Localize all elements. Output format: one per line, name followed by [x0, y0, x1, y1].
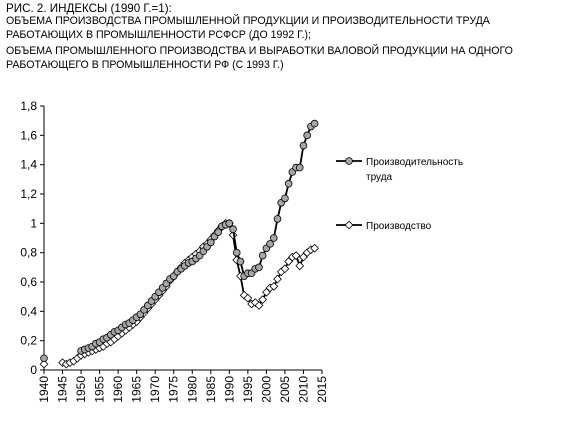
productivity-point [299, 141, 308, 150]
y-tick-label: 1,8 [20, 99, 37, 113]
x-tick-label: 1945 [56, 376, 70, 403]
x-tick-label: 1985 [204, 376, 218, 403]
productivity-point [207, 238, 215, 247]
productivity-point [284, 179, 293, 188]
chart-series [39, 119, 319, 369]
x-tick-label: 1950 [74, 376, 88, 403]
productivity-point [281, 194, 289, 203]
y-tick-label: 0,2 [20, 334, 37, 348]
production-point [243, 293, 253, 303]
y-tick-label: 0,8 [20, 246, 37, 260]
production-point [291, 251, 301, 260]
productivity-point [310, 119, 319, 128]
production-point [228, 230, 238, 240]
x-tick-label: 1980 [185, 376, 199, 403]
production-point [280, 264, 290, 274]
x-tick-label: 1975 [167, 376, 181, 403]
production-point [273, 274, 282, 284]
productivity-point [229, 225, 237, 234]
legend-production-marker [344, 220, 354, 230]
chart-caption: РИС. 2. ИНДЕКСЫ (1990 Г.=1): ОБЪЕМА ПРОИ… [6, 2, 566, 72]
x-tick-label: 2005 [278, 376, 292, 403]
production-point [39, 359, 49, 369]
legend-productivity-marker [345, 157, 353, 165]
production-point [254, 301, 264, 310]
y-tick-label: 1,2 [20, 187, 37, 201]
production-point [310, 243, 319, 253]
legend-productivity-label: Производительность [366, 157, 463, 168]
legend-productivity-label-cont: труда [366, 172, 393, 183]
y-tick-label: 1,6 [20, 128, 37, 142]
x-tick-label: 2015 [315, 376, 329, 403]
production-point [258, 295, 268, 304]
y-tick-label: 1,4 [20, 158, 37, 172]
productivity-point [303, 131, 311, 140]
productivity-line [80, 122, 316, 352]
productivity-series [40, 119, 319, 363]
productivity-point [295, 163, 304, 172]
y-tick-label: 0 [30, 363, 37, 377]
x-tick-label: 2010 [296, 376, 310, 403]
productivity-point [258, 251, 267, 260]
production-point [269, 282, 279, 291]
production-point [295, 261, 305, 271]
caption-line-1: РИС. 2. ИНДЕКСЫ (1990 Г.=1): [6, 2, 172, 15]
productivity-point [232, 248, 241, 257]
y-tick-label: 0,6 [20, 275, 37, 289]
x-tick-label: 1990 [222, 376, 236, 403]
legend-production-label: Производство [366, 221, 432, 232]
chart-axes: 0 0,2 0,4 0,6 0,8 1 1,2 1,4 1,6 1,8 1940 1945 1950 19… [20, 99, 329, 403]
x-tick-label: 1940 [37, 376, 51, 403]
x-tick-label: 1965 [130, 376, 144, 403]
y-tick-label: 0,4 [20, 304, 37, 318]
productivity-point [225, 219, 234, 228]
productivity-point [236, 257, 245, 266]
productivity-point [40, 354, 48, 363]
x-tick-label: 1970 [148, 376, 162, 403]
caption-line-4: ОБЪЕМА ПРОМЫШЛЕННОГО ПРОИЗВОДСТВА И ВЫРА… [6, 45, 513, 58]
x-tick-label: 1955 [93, 376, 107, 403]
x-tick-label: 2000 [259, 376, 273, 403]
productivity-point [214, 228, 223, 236]
chart-legend: Производительность труда Производство [336, 157, 463, 232]
caption-line-3: РАБОТАЮЩИХ В ПРОМЫШЛЕННОСТИ РСФСР (ДО 19… [6, 28, 311, 41]
production-series [39, 218, 319, 369]
x-tick-label: 1995 [241, 376, 255, 403]
caption-line-5: РАБОТАЮЩЕГО В ПРОМЫШЛЕННОСТИ РФ (С 1993 … [6, 58, 284, 71]
productivity-point [270, 234, 278, 242]
caption-line-2: ОБЪЕМА ПРОИЗВОДСТВА ПРОМЫШЛЕННОЙ ПРОДУКЦ… [6, 15, 490, 28]
production-point [250, 298, 260, 307]
x-tick-label: 1960 [111, 376, 125, 403]
y-tick-label: 1 [30, 216, 37, 230]
productivity-point [273, 215, 282, 223]
productivity-point [266, 240, 274, 248]
productivity-point [255, 263, 263, 272]
